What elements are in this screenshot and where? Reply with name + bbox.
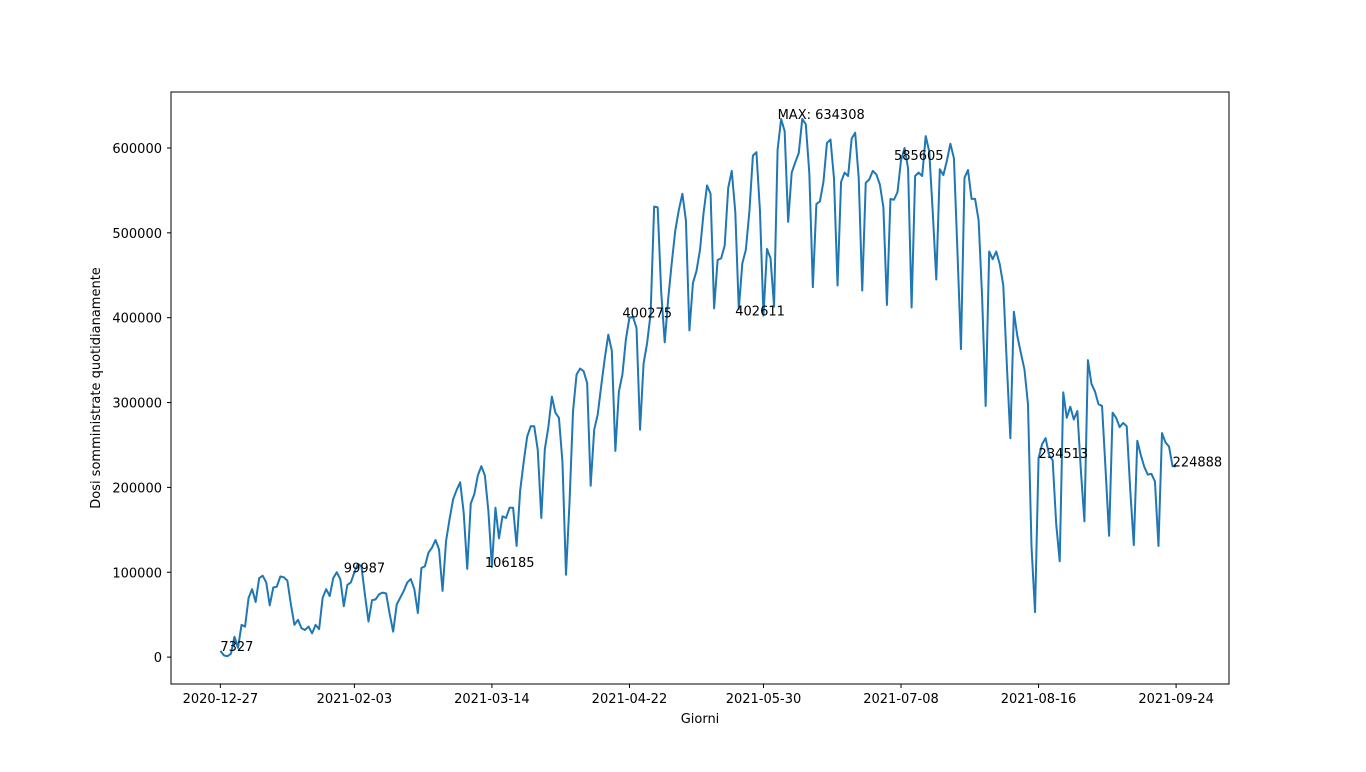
annotation-label: 7327 — [220, 640, 253, 655]
annotation-label: 402611 — [735, 304, 785, 319]
annotation-label: 106185 — [485, 556, 535, 571]
plot-frame — [170, 91, 1230, 685]
annotation-label: 224888 — [1173, 455, 1223, 470]
x-tick-label: 2021-05-30 — [726, 692, 802, 707]
y-tick-label: 200000 — [112, 481, 162, 496]
x-tick-label: 2021-07-08 — [863, 692, 939, 707]
x-tick-label: 2021-03-14 — [454, 692, 530, 707]
annotation-label: MAX: 634308 — [778, 108, 865, 123]
annotation-label: 400275 — [622, 306, 672, 321]
y-axis-label: Dosi somministrate quotidianamente — [89, 267, 104, 509]
x-tick-label: 2021-02-03 — [317, 692, 393, 707]
x-tick-label: 2021-09-24 — [1138, 692, 1214, 707]
y-tick-label: 500000 — [112, 227, 162, 242]
annotation-label: 99987 — [344, 561, 385, 576]
y-tick-label: 0 — [154, 651, 162, 666]
x-tick-label: 2021-08-16 — [1001, 692, 1077, 707]
y-tick-label: 300000 — [112, 397, 162, 412]
series-line — [219, 117, 1177, 658]
annotations: 7327 99987 106185 400275 402611 MAX: 634308 58… — [220, 108, 1222, 655]
y-tick-label: 100000 — [112, 566, 162, 581]
annotation-label: 234513 — [1039, 447, 1089, 462]
annotation-label: 585605 — [894, 149, 944, 164]
x-axis-label: Giorni — [681, 712, 720, 727]
x-tick-label: 2020-12-27 — [183, 692, 259, 707]
x-tick-label: 2021-04-22 — [592, 692, 668, 707]
y-tick-label: 400000 — [112, 312, 162, 327]
y-axis-ticks: 0 100000 200000 300000 400000 500000 600000 — [112, 142, 171, 666]
x-axis-ticks: 2020-12-27 2021-02-03 2021-03-14 2021-04-22… — [183, 684, 1214, 707]
y-tick-label: 600000 — [112, 142, 162, 157]
